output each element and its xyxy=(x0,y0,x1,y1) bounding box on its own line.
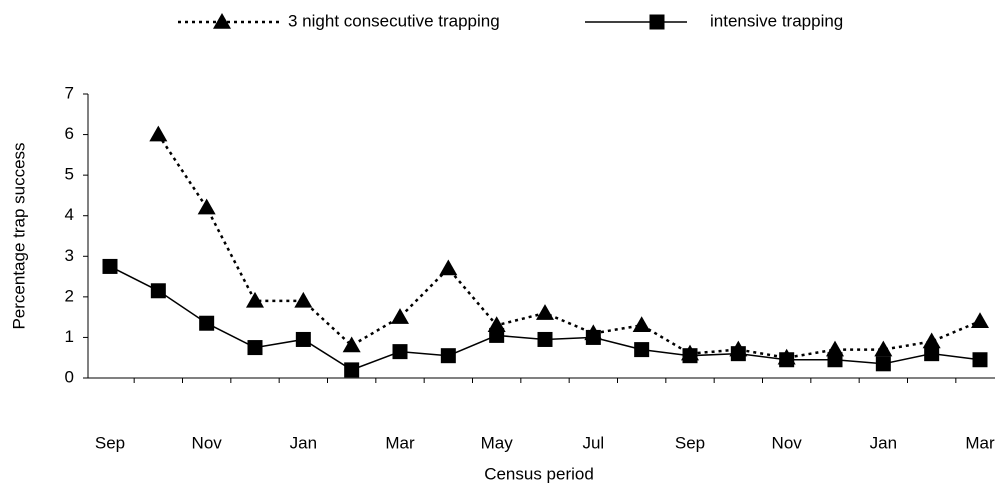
data-point xyxy=(247,340,263,356)
data-point xyxy=(971,312,989,328)
x-tick-label: Nov xyxy=(192,433,223,452)
data-point xyxy=(972,352,988,368)
y-tick-label: 2 xyxy=(65,286,74,305)
y-tick-label: 1 xyxy=(65,327,74,346)
data-point xyxy=(730,346,746,362)
data-point xyxy=(779,352,795,368)
series-line xyxy=(157,133,981,359)
x-tick-label: Jul xyxy=(582,433,604,452)
data-point xyxy=(199,315,215,331)
data-point xyxy=(102,258,118,274)
x-tick-label: Sep xyxy=(675,433,705,452)
legend-label: 3 night consecutive trapping xyxy=(288,11,500,30)
y-tick-label: 0 xyxy=(65,367,74,386)
data-point xyxy=(489,327,505,343)
data-point xyxy=(537,331,553,347)
data-point xyxy=(150,283,166,299)
data-point xyxy=(440,348,456,364)
data-point xyxy=(295,331,311,347)
data-point xyxy=(246,291,264,308)
data-point xyxy=(682,348,698,364)
data-point xyxy=(827,352,843,368)
data-point xyxy=(197,198,216,215)
data-point xyxy=(536,304,554,320)
data-point xyxy=(342,336,361,353)
x-axis-label: Census period xyxy=(484,464,594,483)
y-tick-label: 7 xyxy=(65,83,74,102)
legend-marker xyxy=(649,14,665,30)
legend-label: intensive trapping xyxy=(710,11,843,30)
data-point xyxy=(875,356,891,372)
data-point xyxy=(874,340,893,357)
x-tick-label: Mar xyxy=(385,433,415,452)
data-point xyxy=(632,316,651,333)
x-tick-label: Nov xyxy=(772,433,803,452)
data-point xyxy=(922,332,941,349)
data-point xyxy=(149,125,168,142)
y-axis-label: Percentage trap success xyxy=(9,142,28,329)
y-tick-label: 6 xyxy=(65,124,74,143)
data-point xyxy=(344,362,360,378)
y-tick-label: 5 xyxy=(65,165,74,184)
data-point xyxy=(439,259,458,276)
data-point xyxy=(392,344,408,360)
data-point xyxy=(391,308,409,324)
y-tick-label: 3 xyxy=(65,246,74,265)
y-tick-label: 4 xyxy=(65,205,74,224)
data-point xyxy=(924,346,940,362)
x-tick-label: Mar xyxy=(965,433,995,452)
x-tick-label: Jan xyxy=(290,433,317,452)
legend-marker xyxy=(213,13,231,29)
data-point xyxy=(634,342,650,358)
x-tick-label: May xyxy=(481,433,514,452)
x-tick-label: Sep xyxy=(95,433,125,452)
data-point xyxy=(294,291,313,308)
x-tick-label: Jan xyxy=(870,433,897,452)
data-point xyxy=(585,329,601,345)
